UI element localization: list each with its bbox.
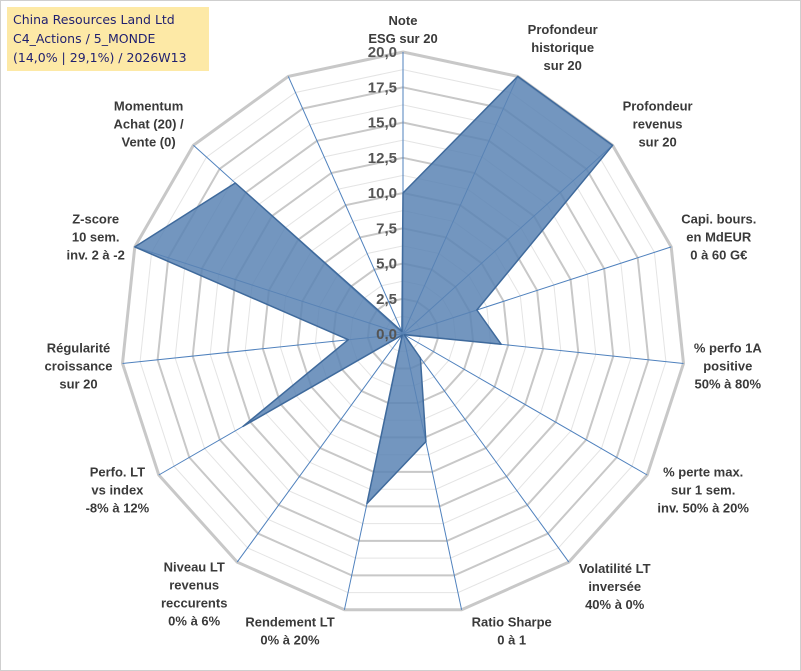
axis-label: Volatilité LT inversée 40% à 0% — [579, 561, 651, 612]
tick-label: 20,0 — [368, 44, 397, 61]
axis-label-line: en MdEUR — [686, 229, 752, 244]
axis-spoke — [402, 333, 570, 563]
axis-label-line: % perte max. — [663, 465, 743, 480]
series-area — [134, 75, 614, 505]
axis-spoke — [402, 333, 648, 476]
radar-series — [134, 75, 614, 505]
axis-label-line: vs index — [91, 483, 144, 498]
axis-label-line: % perfo 1A — [694, 341, 763, 356]
tick-label: 17,5 — [368, 79, 397, 96]
axis-label-line: Niveau LT — [164, 560, 225, 575]
axis-label: Ratio Sharpe 0 à 1 — [472, 614, 552, 647]
axis-label-line: Ratio Sharpe — [472, 614, 552, 629]
axis-label-line: -8% à 12% — [86, 501, 150, 516]
axis-label-line: ESG sur 20 — [368, 31, 437, 46]
chart-title-line: C4_Actions / 5_MONDE — [13, 31, 156, 46]
axis-label-line: Volatilité LT — [579, 561, 651, 576]
tick-label: 12,5 — [368, 150, 397, 167]
axis-label-line: 0% à 20% — [260, 632, 320, 647]
axis-label-line: Régularité — [47, 341, 111, 356]
axis-label: Niveau LT revenus reccurents 0% à 6% — [161, 560, 227, 629]
axis-label-line: 40% à 0% — [585, 597, 645, 612]
axis-label-line: sur 20 — [638, 135, 676, 150]
axis-label-line: Vente (0) — [122, 135, 176, 150]
axis-label: Momentum Achat (20) / Vente (0) — [114, 99, 184, 150]
axis-label-line: sur 20 — [59, 377, 97, 392]
grid-ring — [120, 50, 686, 612]
axis-label-line: Capi. bours. — [681, 211, 756, 226]
axis-label-line: Profondeur — [528, 22, 598, 37]
axis-label-line: sur 20 — [544, 58, 582, 73]
tick-label: 10,0 — [368, 185, 397, 202]
axis-label-line: positive — [703, 359, 752, 374]
tick-label: 0,0 — [376, 326, 397, 343]
axis-label-line: 0 à 1 — [497, 632, 526, 647]
radar-axis-labels: Note ESG sur 20 Profondeur historique sur 20… — [45, 13, 763, 647]
axis-label: % perte max. sur 1 sem. inv. 50% à 20% — [657, 465, 749, 516]
axis-label: Rendement LT 0% à 20% — [245, 614, 334, 647]
tick-label: 15,0 — [368, 115, 397, 132]
axis-spoke — [287, 76, 404, 335]
axis-label-line: Note — [389, 13, 418, 28]
axis-label-line: revenus — [169, 578, 219, 593]
axis-label: Capi. bours. en MdEUR 0 à 60 G€ — [681, 211, 756, 262]
axis-label-line: Profondeur — [623, 99, 693, 114]
axis-label-line: 50% à 80% — [695, 377, 762, 392]
axis-label-line: historique — [531, 40, 594, 55]
radar-tick-labels: 0,0 2,5 5,0 7,5 10,0 12,5 15,0 17,5 20,0 — [368, 44, 397, 343]
axis-label: % perfo 1A positive 50% à 80% — [694, 341, 763, 392]
axis-label-line: Rendement LT — [245, 614, 334, 629]
tick-label: 5,0 — [376, 256, 397, 273]
axis-spoke — [236, 333, 404, 563]
axis-label: Note ESG sur 20 — [368, 13, 437, 46]
axis-label: Perfo. LT vs index -8% à 12% — [86, 465, 150, 516]
axis-label: Profondeur revenus sur 20 — [623, 99, 693, 150]
axis-label: Régularité croissance sur 20 — [45, 341, 113, 392]
axis-label-line: Achat (20) / — [114, 117, 184, 132]
axis-label-line: croissance — [45, 359, 113, 374]
axis-label-line: revenus — [633, 117, 683, 132]
axis-label: Profondeur historique sur 20 — [528, 22, 598, 73]
axis-label-line: inv. 2 à -2 — [67, 247, 125, 262]
axis-label: Z-score 10 sem. inv. 2 à -2 — [67, 211, 125, 262]
axis-label-line: reccurents — [161, 596, 227, 611]
chart-title-line: China Resources Land Ltd — [13, 12, 175, 27]
axis-label-line: Z-score — [72, 211, 119, 226]
axis-label-line: 0% à 6% — [168, 614, 220, 629]
axis-label-line: sur 1 sem. — [671, 483, 735, 498]
grid-ring-minor — [139, 69, 667, 594]
chart-title-box: China Resources Land Ltd C4_Actions / 5_… — [7, 7, 209, 71]
chart-title-line: (14,0% | 29,1%) / 2026W13 — [13, 50, 187, 65]
axis-label-line: inversée — [588, 579, 641, 594]
axis-label-line: 10 sem. — [72, 229, 120, 244]
axis-label-line: Momentum — [114, 99, 183, 114]
tick-label: 2,5 — [376, 291, 397, 308]
axis-label-line: 0 à 60 G€ — [690, 247, 747, 262]
axis-label-line: Perfo. LT — [90, 465, 145, 480]
axis-label-line: inv. 50% à 20% — [657, 501, 749, 516]
tick-label: 7,5 — [376, 220, 397, 237]
